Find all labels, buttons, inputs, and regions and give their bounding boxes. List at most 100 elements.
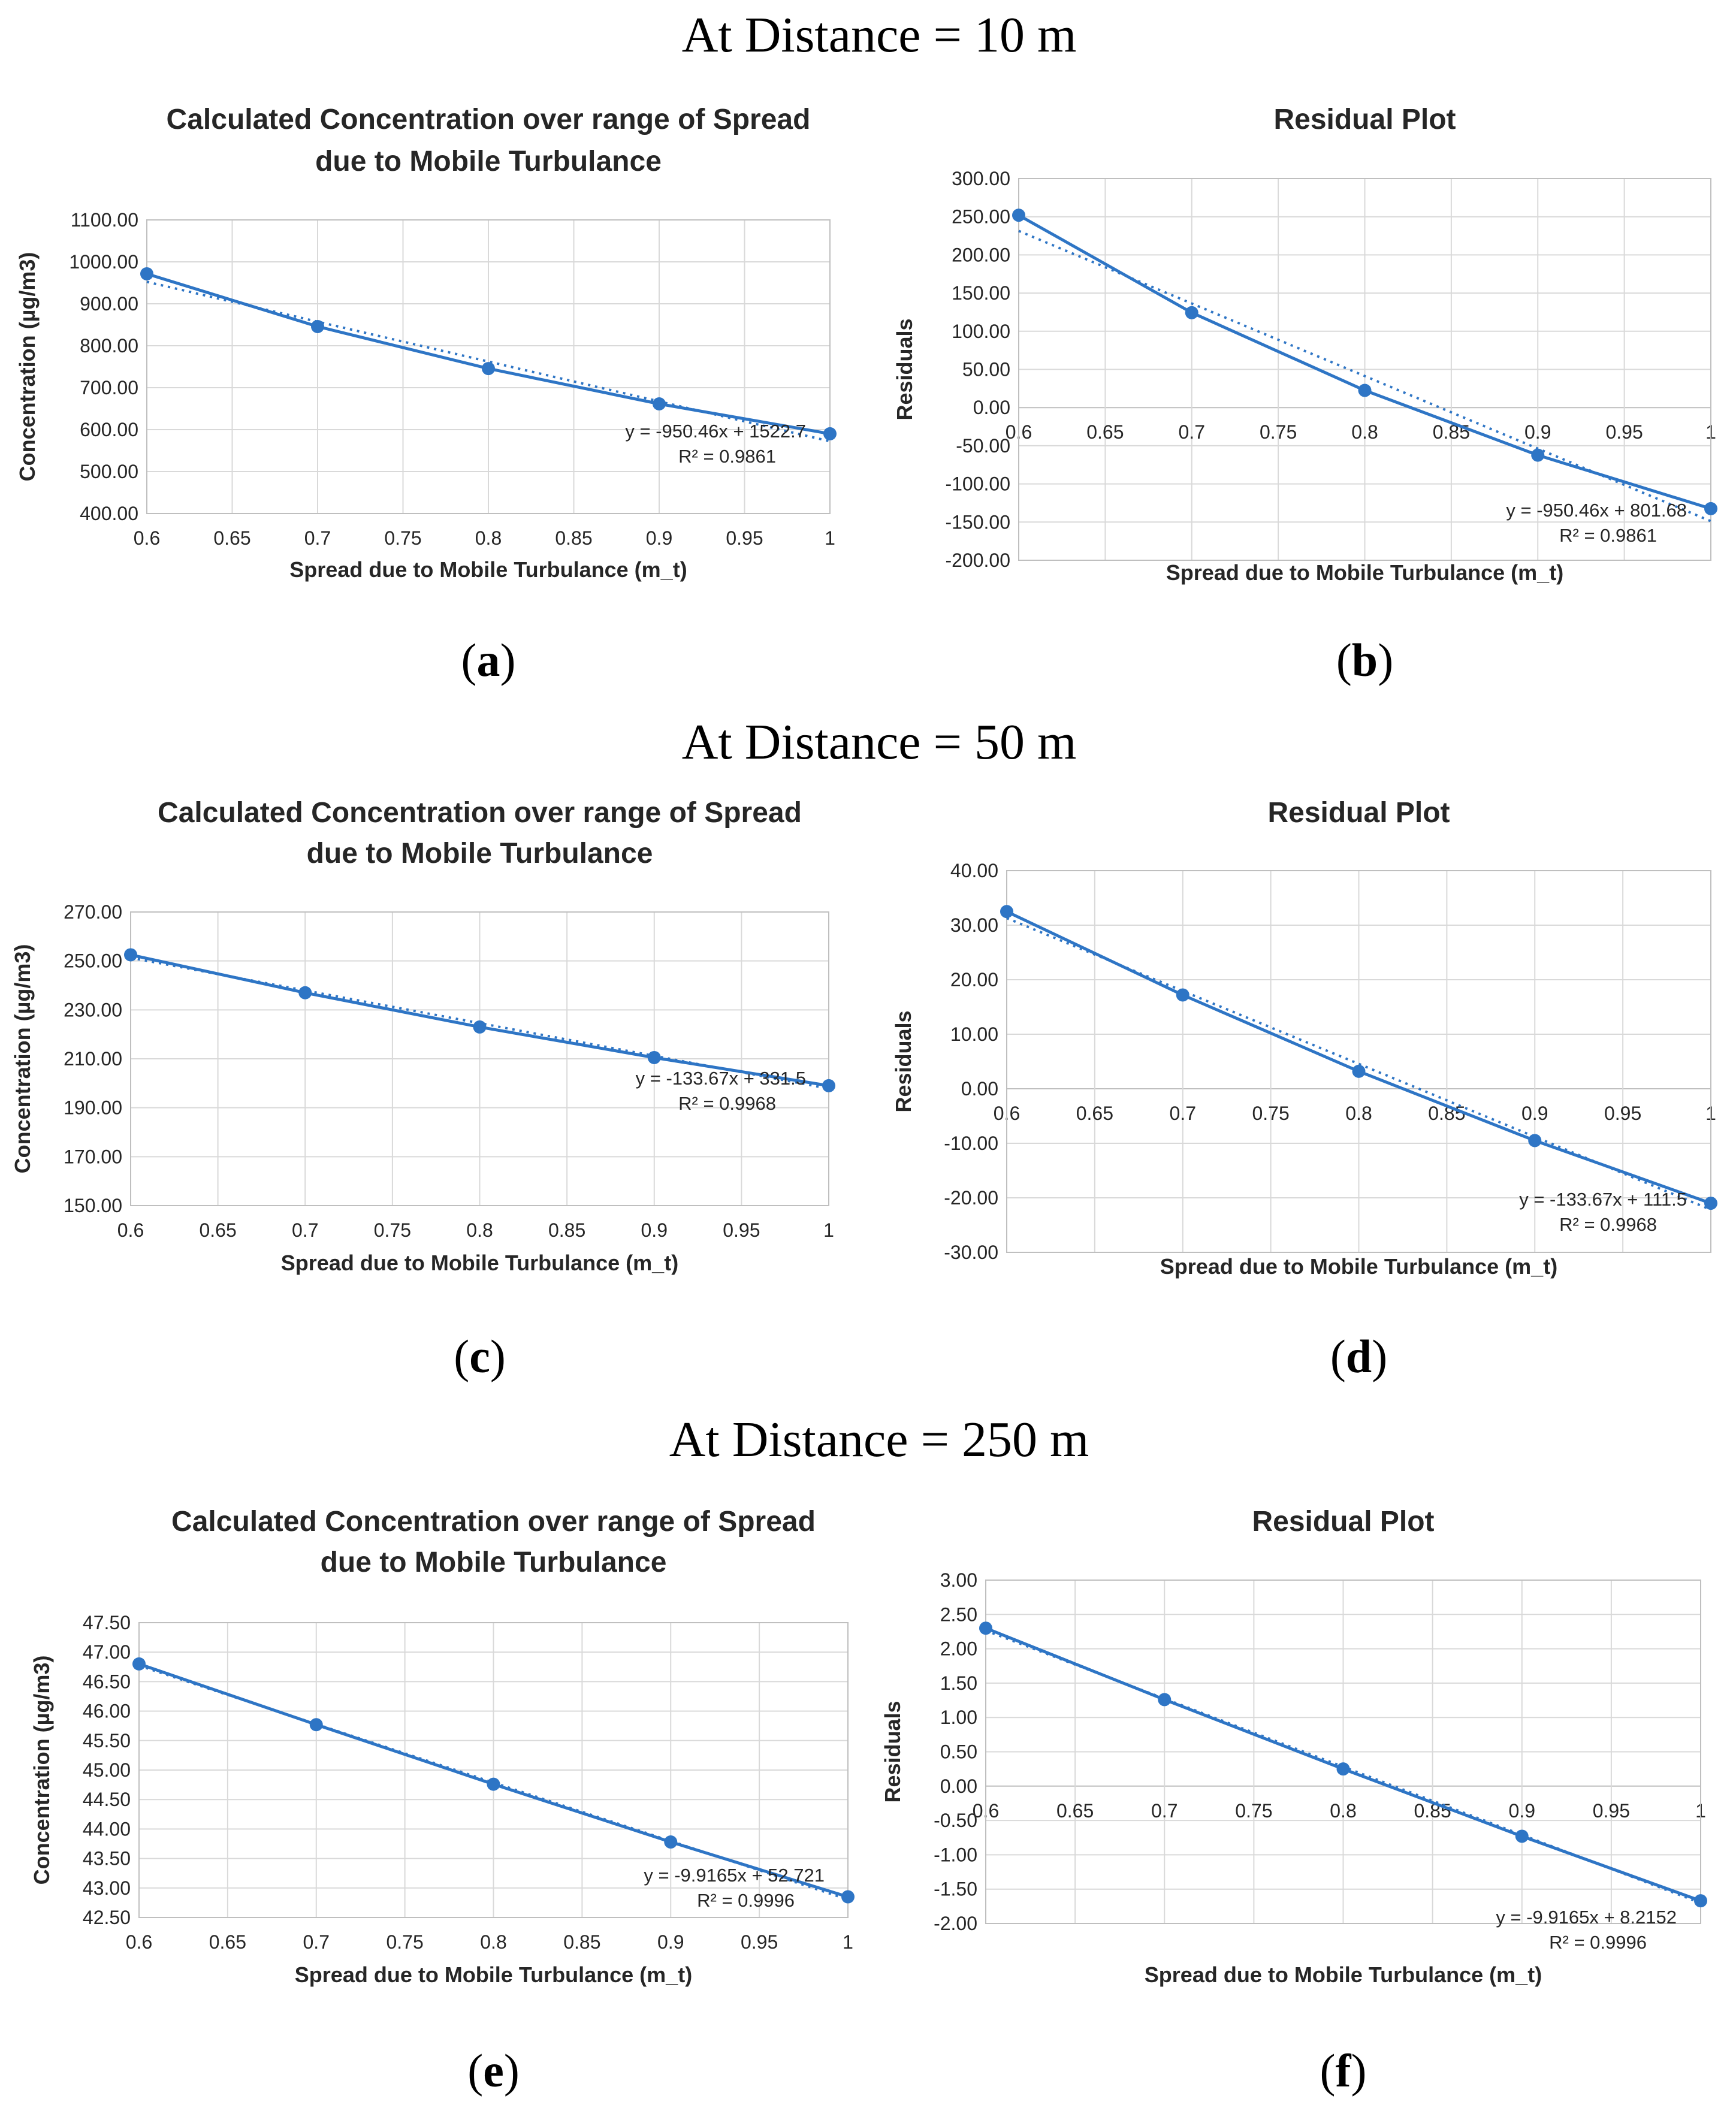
x-tick-label: 0.8 bbox=[475, 527, 502, 549]
y-tick-label: 0.00 bbox=[961, 1078, 998, 1100]
y-tick-label: 0.50 bbox=[940, 1741, 977, 1763]
section-heading-250m: At Distance = 250 m bbox=[669, 1412, 1089, 1467]
x-tick-label: 0.95 bbox=[1604, 1103, 1641, 1124]
x-tick-label: 0.9 bbox=[1521, 1103, 1548, 1124]
x-tick-label: 0.85 bbox=[548, 1219, 585, 1241]
chart-c: Calculated Concentration over range of S… bbox=[10, 797, 835, 1382]
x-tick-label: 0.8 bbox=[1351, 421, 1378, 443]
y-tick-label: 100.00 bbox=[952, 321, 1010, 342]
trendline-equation: y = -950.46x + 1522.7 bbox=[625, 421, 806, 442]
chart-b: Residual Plot -200.00 -150.00 -100.00 -50.00… bbox=[892, 104, 1717, 686]
panel-label-letter: f bbox=[1336, 2044, 1352, 2097]
x-axis-label: Spread due to Mobile Turbulance (m_t) bbox=[1145, 1962, 1542, 1987]
data-point bbox=[664, 1835, 678, 1849]
y-tick-label: 0.00 bbox=[940, 1775, 977, 1797]
x-tick-label: 0.7 bbox=[1179, 421, 1205, 443]
y-tick-label: 20.00 bbox=[950, 969, 998, 990]
y-tick-label: 50.00 bbox=[962, 359, 1010, 380]
x-tick-label: 1 bbox=[843, 1931, 853, 1953]
y-tick-label: -0.50 bbox=[934, 1810, 977, 1831]
data-point bbox=[822, 1079, 835, 1092]
chart-a: Calculated Concentration over range of S… bbox=[15, 104, 837, 686]
y-tick-label: -1.50 bbox=[934, 1879, 977, 1900]
panel-label-letter: e bbox=[483, 2044, 504, 2097]
y-tick-label: 44.00 bbox=[83, 1818, 131, 1840]
y-tick-label: 42.50 bbox=[83, 1907, 131, 1928]
y-tick-label: 900.00 bbox=[80, 293, 138, 315]
y-tick-label: 45.00 bbox=[83, 1759, 131, 1781]
data-point bbox=[823, 427, 837, 440]
data-point bbox=[1000, 905, 1013, 919]
y-tick-label: 2.00 bbox=[940, 1638, 977, 1660]
x-tick-label: 0.8 bbox=[480, 1931, 506, 1953]
panel-label-open: ( bbox=[1320, 2044, 1336, 2097]
y-axis-label: Residuals bbox=[880, 1701, 905, 1802]
y-tick-label: 150.00 bbox=[64, 1195, 122, 1216]
chart-e: Calculated Concentration over range of S… bbox=[29, 1506, 855, 2097]
x-tick-label: 0.7 bbox=[1151, 1800, 1178, 1822]
x-tick-label: 0.6 bbox=[117, 1219, 144, 1241]
y-axis-label: Residuals bbox=[892, 318, 917, 420]
panel-label-open: ( bbox=[467, 2044, 483, 2097]
x-tick-label: 0.95 bbox=[1593, 1800, 1630, 1822]
y-tick-label: 3.00 bbox=[940, 1569, 977, 1591]
panel-label-close: ) bbox=[1378, 634, 1393, 686]
r-squared-label: R² = 0.9996 bbox=[697, 1890, 795, 1911]
x-tick-label: 0.75 bbox=[386, 1931, 423, 1953]
y-tick-label: 10.00 bbox=[950, 1023, 998, 1045]
data-point bbox=[647, 1050, 661, 1064]
data-point bbox=[1358, 383, 1372, 397]
data-point bbox=[1012, 209, 1025, 222]
r-squared-label: R² = 0.9861 bbox=[678, 446, 776, 467]
chart-d: Residual Plot -30.00 -20.00 -10.00 0.00 10.00… bbox=[891, 797, 1717, 1382]
y-tick-label: -150.00 bbox=[945, 511, 1010, 533]
chart-title: due to Mobile Turbulance bbox=[315, 146, 662, 177]
y-tick-label: 1100.00 bbox=[71, 209, 138, 231]
x-tick-label: 0.6 bbox=[134, 527, 160, 549]
plot-area bbox=[130, 911, 829, 1206]
x-axis-label: Spread due to Mobile Turbulance (m_t) bbox=[1160, 1254, 1557, 1279]
y-tick-label: 1.00 bbox=[940, 1707, 977, 1728]
x-tick-label: 1 bbox=[823, 1219, 834, 1241]
trendline-equation: y = -133.67x + 111.5 bbox=[1519, 1189, 1687, 1210]
x-tick-label: 0.85 bbox=[563, 1931, 600, 1953]
trendline-equation: y = -9.9165x + 8.2152 bbox=[1496, 1907, 1677, 1928]
y-tick-label: 2.50 bbox=[940, 1603, 977, 1625]
y-tick-label: 47.50 bbox=[83, 1612, 131, 1633]
data-point bbox=[653, 397, 666, 411]
x-tick-label: 0.8 bbox=[466, 1219, 493, 1241]
y-axis-label: Residuals bbox=[891, 1010, 916, 1112]
panel-label-open: ( bbox=[1330, 1330, 1346, 1382]
x-tick-label: 0.75 bbox=[374, 1219, 411, 1241]
y-tick-label: 250.00 bbox=[64, 950, 122, 972]
panel-label: (a) bbox=[461, 634, 516, 686]
panel-label: (d) bbox=[1330, 1330, 1387, 1382]
x-tick-label: 0.65 bbox=[213, 527, 250, 549]
panel-label: (e) bbox=[467, 2044, 520, 2097]
plot-area bbox=[1018, 178, 1711, 561]
x-tick-label: 0.65 bbox=[1056, 1800, 1094, 1822]
y-tick-label: 500.00 bbox=[80, 461, 138, 482]
y-tick-label: 30.00 bbox=[950, 914, 998, 936]
x-tick-label: 0.9 bbox=[1524, 421, 1551, 443]
y-tick-label: 200.00 bbox=[952, 244, 1010, 265]
y-tick-label: 600.00 bbox=[80, 419, 138, 440]
y-tick-label: 1.50 bbox=[940, 1672, 977, 1694]
y-tick-label: 190.00 bbox=[64, 1097, 122, 1119]
x-tick-label: 0.6 bbox=[126, 1931, 152, 1953]
y-tick-label: 300.00 bbox=[952, 168, 1010, 189]
data-point bbox=[1704, 1197, 1717, 1210]
plot-area bbox=[138, 1622, 849, 1918]
data-point bbox=[1185, 306, 1198, 319]
x-tick-label: 0.9 bbox=[646, 527, 672, 549]
panel-label-close: ) bbox=[1372, 1330, 1387, 1382]
data-point bbox=[124, 948, 137, 962]
y-tick-label: -10.00 bbox=[944, 1133, 998, 1154]
y-tick-label: 150.00 bbox=[952, 282, 1010, 304]
y-axis-label: Concentration (µg/m3) bbox=[10, 944, 35, 1174]
x-tick-label: 0.8 bbox=[1345, 1103, 1372, 1124]
x-tick-label: 0.65 bbox=[1086, 421, 1124, 443]
data-point bbox=[841, 1890, 855, 1904]
panel-label-letter: a bbox=[477, 634, 500, 686]
x-tick-label: 0.9 bbox=[1509, 1800, 1535, 1822]
